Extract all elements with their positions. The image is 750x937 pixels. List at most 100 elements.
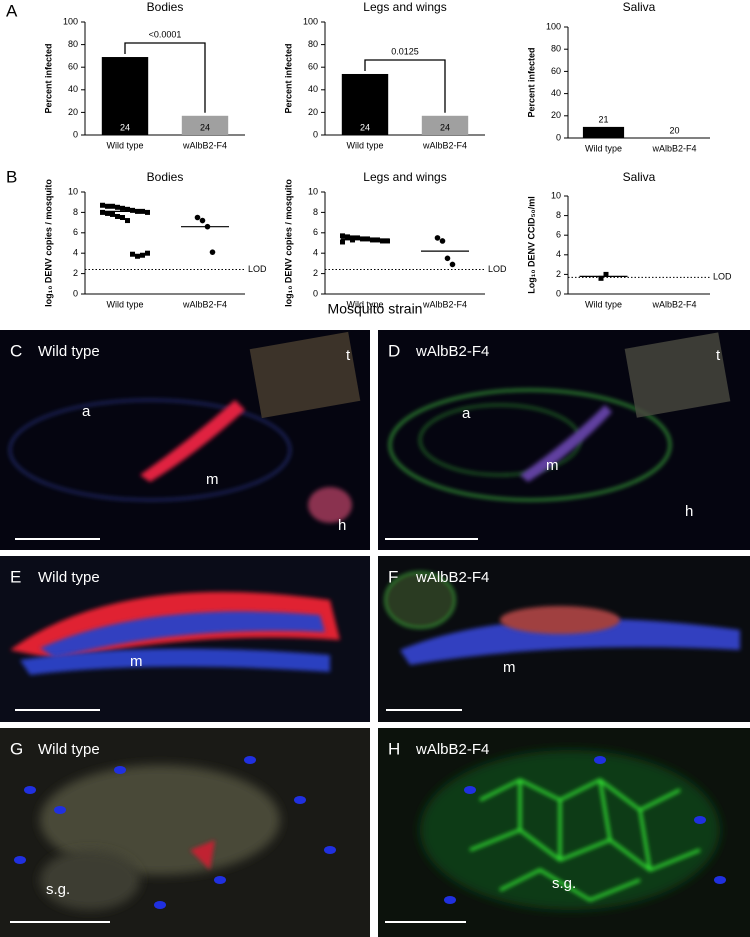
count-label: 20: [669, 125, 679, 135]
image-label: m: [130, 653, 143, 670]
data-point: [209, 249, 216, 255]
data-point: [345, 235, 350, 241]
bar: [181, 115, 229, 135]
data-point: [385, 238, 390, 244]
y-tick-label: 0: [313, 288, 318, 298]
data-point: [340, 233, 345, 239]
data-point: [100, 209, 105, 215]
data-point: [130, 207, 135, 213]
data-point: [120, 215, 125, 220]
image-label: m: [503, 659, 516, 676]
bar: [421, 115, 469, 135]
data-point: [355, 235, 360, 241]
bar: [582, 126, 625, 138]
image-caption: wAlbB2-F4: [415, 741, 489, 758]
y-axis-title: Percent infected: [526, 47, 536, 117]
data-point: [100, 202, 105, 208]
count-label: 24: [360, 122, 370, 132]
significance-bracket: [364, 59, 446, 113]
image-label: a: [82, 403, 91, 420]
y-tick-label: 40: [308, 84, 318, 94]
data-point: [110, 203, 115, 209]
data-point: [444, 255, 451, 262]
x-tick-label: Wild type: [585, 299, 622, 309]
y-tick-label: 0: [556, 132, 561, 142]
y-tick-label: 2: [556, 269, 561, 279]
y-tick-label: 10: [551, 190, 561, 200]
y-tick-label: 6: [73, 227, 78, 237]
y-tick-label: 80: [551, 44, 561, 54]
chart-title: Saliva: [623, 0, 656, 14]
image-caption: Wild type: [38, 569, 100, 586]
p-value: <0.0001: [149, 29, 182, 39]
y-axis-title: log₁₀ DENV copies / mosquito: [43, 179, 53, 307]
data-point: [125, 218, 130, 224]
y-tick-label: 20: [68, 107, 78, 117]
x-tick-label: wAlbB2-F4: [422, 299, 467, 309]
y-axis-title: log₁₀ DENV copies / mosquito: [283, 179, 293, 307]
y-tick-label: 60: [551, 66, 561, 76]
y-tick-label: 40: [68, 84, 78, 94]
chart-title: Bodies: [147, 170, 184, 184]
data-point: [350, 237, 355, 243]
count-label: 24: [120, 122, 130, 132]
panel-letter: H: [388, 739, 400, 758]
y-axis-title: Log₁₀ DENV CCID₅₀/ml: [526, 196, 536, 293]
data-point: [434, 235, 441, 241]
panel-letter: D: [388, 341, 400, 360]
chart-title: Legs and wings: [363, 170, 446, 184]
chart-title: Saliva: [623, 170, 656, 184]
x-tick-label: Wild type: [585, 143, 622, 153]
data-point: [449, 261, 456, 268]
y-tick-label: 2: [73, 268, 78, 278]
x-tick-label: Wild type: [346, 299, 383, 309]
x-tick-label: wAlbB2-F4: [182, 299, 227, 309]
count-label: 24: [200, 122, 210, 132]
y-tick-label: 8: [73, 207, 78, 217]
y-tick-label: 8: [556, 210, 561, 220]
y-tick-label: 6: [313, 227, 318, 237]
micrograph: H wAlbB2-F4 s.g.: [378, 728, 750, 937]
chart-title: Bodies: [147, 0, 184, 14]
image-label: t: [716, 347, 721, 364]
image-caption: Wild type: [38, 343, 100, 360]
image-label: s.g.: [46, 881, 70, 898]
data-point: [115, 213, 120, 219]
image-label: a: [462, 405, 471, 422]
x-tick-label: Wild type: [106, 140, 143, 150]
y-axis-title: Percent infected: [43, 43, 53, 113]
micrograph: C Wild type a m t h: [0, 330, 370, 550]
image-label: m: [546, 457, 559, 474]
data-point: [380, 238, 385, 244]
y-tick-label: 4: [313, 248, 318, 258]
bar: [341, 73, 389, 135]
panel-letter: B: [6, 167, 17, 186]
x-tick-label: Wild type: [106, 299, 143, 309]
chart-title: Legs and wings: [363, 0, 446, 14]
panel-letter: E: [10, 567, 21, 586]
micrograph: E Wild type m: [0, 556, 370, 722]
data-point: [110, 211, 115, 217]
data-point: [130, 251, 135, 257]
panel-letter: C: [10, 341, 22, 360]
y-axis-title: Percent infected: [283, 43, 293, 113]
lod-label: LOD: [713, 272, 732, 282]
image-label: m: [206, 471, 219, 488]
y-tick-label: 100: [63, 16, 78, 26]
data-point: [105, 203, 110, 209]
image-label: s.g.: [552, 875, 576, 892]
significance-bracket: [124, 42, 206, 113]
data-point: [125, 206, 130, 212]
image-caption: wAlbB2-F4: [415, 343, 489, 360]
y-tick-label: 60: [68, 62, 78, 72]
data-point: [194, 214, 201, 221]
y-tick-label: 6: [556, 230, 561, 240]
micrograph: D wAlbB2-F4 t a m h: [378, 330, 750, 550]
panel-letter: F: [388, 567, 398, 586]
image-caption: wAlbB2-F4: [415, 569, 489, 586]
count-label: 24: [440, 122, 450, 132]
data-point: [375, 237, 380, 243]
y-tick-label: 40: [551, 88, 561, 98]
data-point: [120, 205, 125, 211]
